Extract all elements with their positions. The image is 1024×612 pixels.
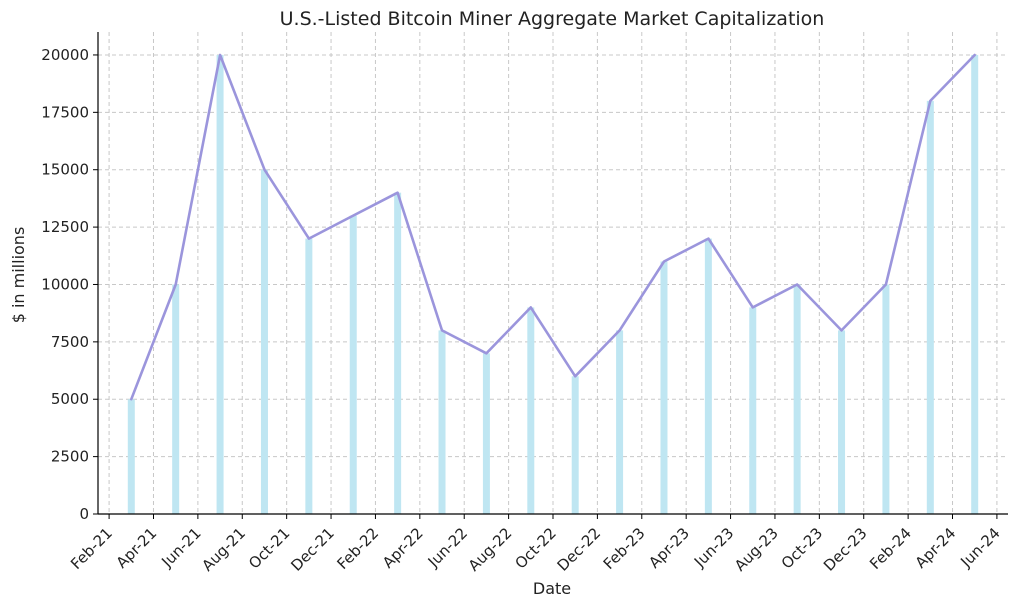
axes: 0 2500 5000 7500 10000 12500 15000 17500 20000 Fe…	[41, 32, 1008, 575]
y-tick-label: 10000	[41, 275, 89, 293]
x-tick-label: Feb-24	[866, 524, 915, 573]
bar	[704, 238, 712, 515]
series-line	[130, 53, 977, 401]
x-tick-label: Apr-24	[912, 524, 960, 572]
y-axis-label: $ in millions	[9, 227, 28, 324]
bar	[660, 261, 668, 514]
bar	[749, 307, 757, 514]
bar	[394, 192, 402, 514]
x-tick-label: Aug-23	[731, 524, 782, 575]
x-tick-label: Dec-21	[287, 524, 338, 575]
bar	[482, 353, 490, 514]
x-tick-label: Oct-22	[511, 524, 559, 572]
x-tick-label: Apr-22	[379, 524, 427, 572]
y-tick-label: 12500	[41, 218, 89, 236]
chart-title: U.S.-Listed Bitcoin Miner Aggregate Mark…	[280, 8, 825, 30]
bar	[571, 376, 579, 514]
bar	[926, 100, 934, 514]
bar	[527, 307, 535, 514]
bar	[838, 330, 846, 514]
y-tick-label: 5000	[51, 390, 89, 408]
x-tick-label: Jun-21	[157, 524, 204, 571]
bar	[172, 284, 180, 514]
x-tick-label: Feb-21	[67, 524, 116, 573]
x-tick-label: Feb-22	[333, 524, 382, 573]
x-tick-label: Jun-23	[690, 524, 737, 571]
grid	[98, 32, 1008, 515]
y-tick-label: 0	[79, 505, 89, 523]
bar	[616, 330, 624, 514]
x-tick-label: Apr-23	[645, 524, 693, 572]
x-tick-label: Dec-22	[554, 524, 605, 575]
bar	[216, 54, 224, 514]
x-tick-label: Apr-21	[113, 524, 161, 572]
x-tick-label: Aug-22	[465, 524, 516, 575]
bar	[127, 399, 135, 514]
y-tick-label: 17500	[41, 103, 89, 121]
bar	[438, 330, 446, 514]
y-tick-label: 15000	[41, 161, 89, 179]
x-axis-label: Date	[533, 579, 571, 598]
y-tick-label: 2500	[51, 448, 89, 466]
bar	[349, 215, 357, 514]
line-series	[130, 53, 977, 401]
bar	[971, 54, 979, 514]
x-tick-label: Oct-21	[245, 524, 293, 572]
bar	[882, 284, 890, 514]
bar	[305, 238, 313, 515]
x-tick-label: Feb-23	[600, 524, 649, 573]
x-tick-label: Jun-24	[956, 524, 1003, 571]
x-tick-label: Dec-23	[820, 524, 871, 575]
bar	[260, 169, 268, 514]
y-tick-label: 7500	[51, 333, 89, 351]
bar	[793, 284, 801, 514]
x-tick-label: Aug-21	[198, 524, 249, 575]
bars	[127, 54, 979, 515]
x-tick-label: Oct-23	[778, 524, 826, 572]
y-tick-label: 20000	[41, 46, 89, 64]
x-tick-label: Jun-22	[424, 524, 471, 571]
